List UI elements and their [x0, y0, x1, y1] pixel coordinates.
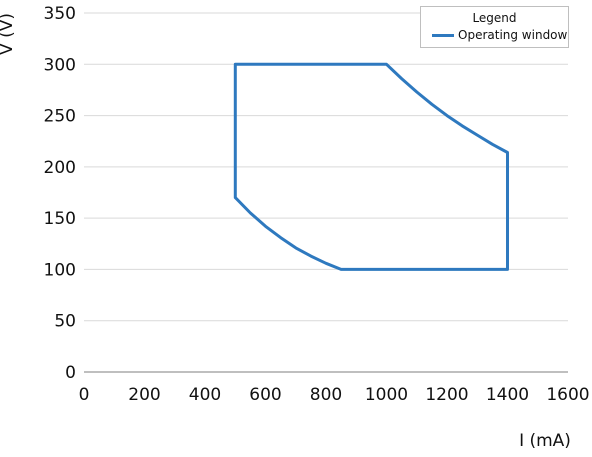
x-tick-label: 1000 [365, 385, 408, 405]
y-tick-label: 100 [44, 260, 76, 280]
series-line-operating-window [233, 62, 509, 271]
y-tick-label: 150 [44, 209, 76, 229]
legend-swatch-operating-window [432, 34, 454, 37]
x-tick-label: 600 [249, 385, 281, 405]
y-tick-label: 350 [44, 4, 76, 24]
y-tick-label: 50 [54, 312, 76, 332]
x-tick-label: 200 [128, 385, 160, 405]
y-axis-title: V (V) [0, 13, 17, 55]
legend: Legend Operating window [420, 6, 569, 48]
y-tick-label: 0 [65, 363, 76, 383]
series-layer [233, 62, 509, 271]
x-tick-label: 0 [79, 385, 90, 405]
x-tick-label: 400 [189, 385, 221, 405]
y-tick-label: 250 [44, 107, 76, 127]
x-tick-label: 1400 [486, 385, 529, 405]
x-tick-label: 800 [310, 385, 342, 405]
legend-label-operating-window: Operating window [458, 28, 568, 42]
legend-title: Legend [472, 11, 517, 25]
x-tick-label: 1200 [425, 385, 468, 405]
y-tick-labels: 0 50 100 150 200 250 300 350 [44, 4, 76, 383]
y-tick-label: 300 [44, 55, 76, 75]
grid-lines [84, 12, 568, 322]
x-tick-labels: 0 200 400 600 800 1000 1200 1400 1600 [79, 385, 590, 405]
y-tick-label: 200 [44, 158, 76, 178]
x-tick-label: 1600 [546, 385, 589, 405]
x-axis-title: I (mA) [519, 431, 571, 451]
